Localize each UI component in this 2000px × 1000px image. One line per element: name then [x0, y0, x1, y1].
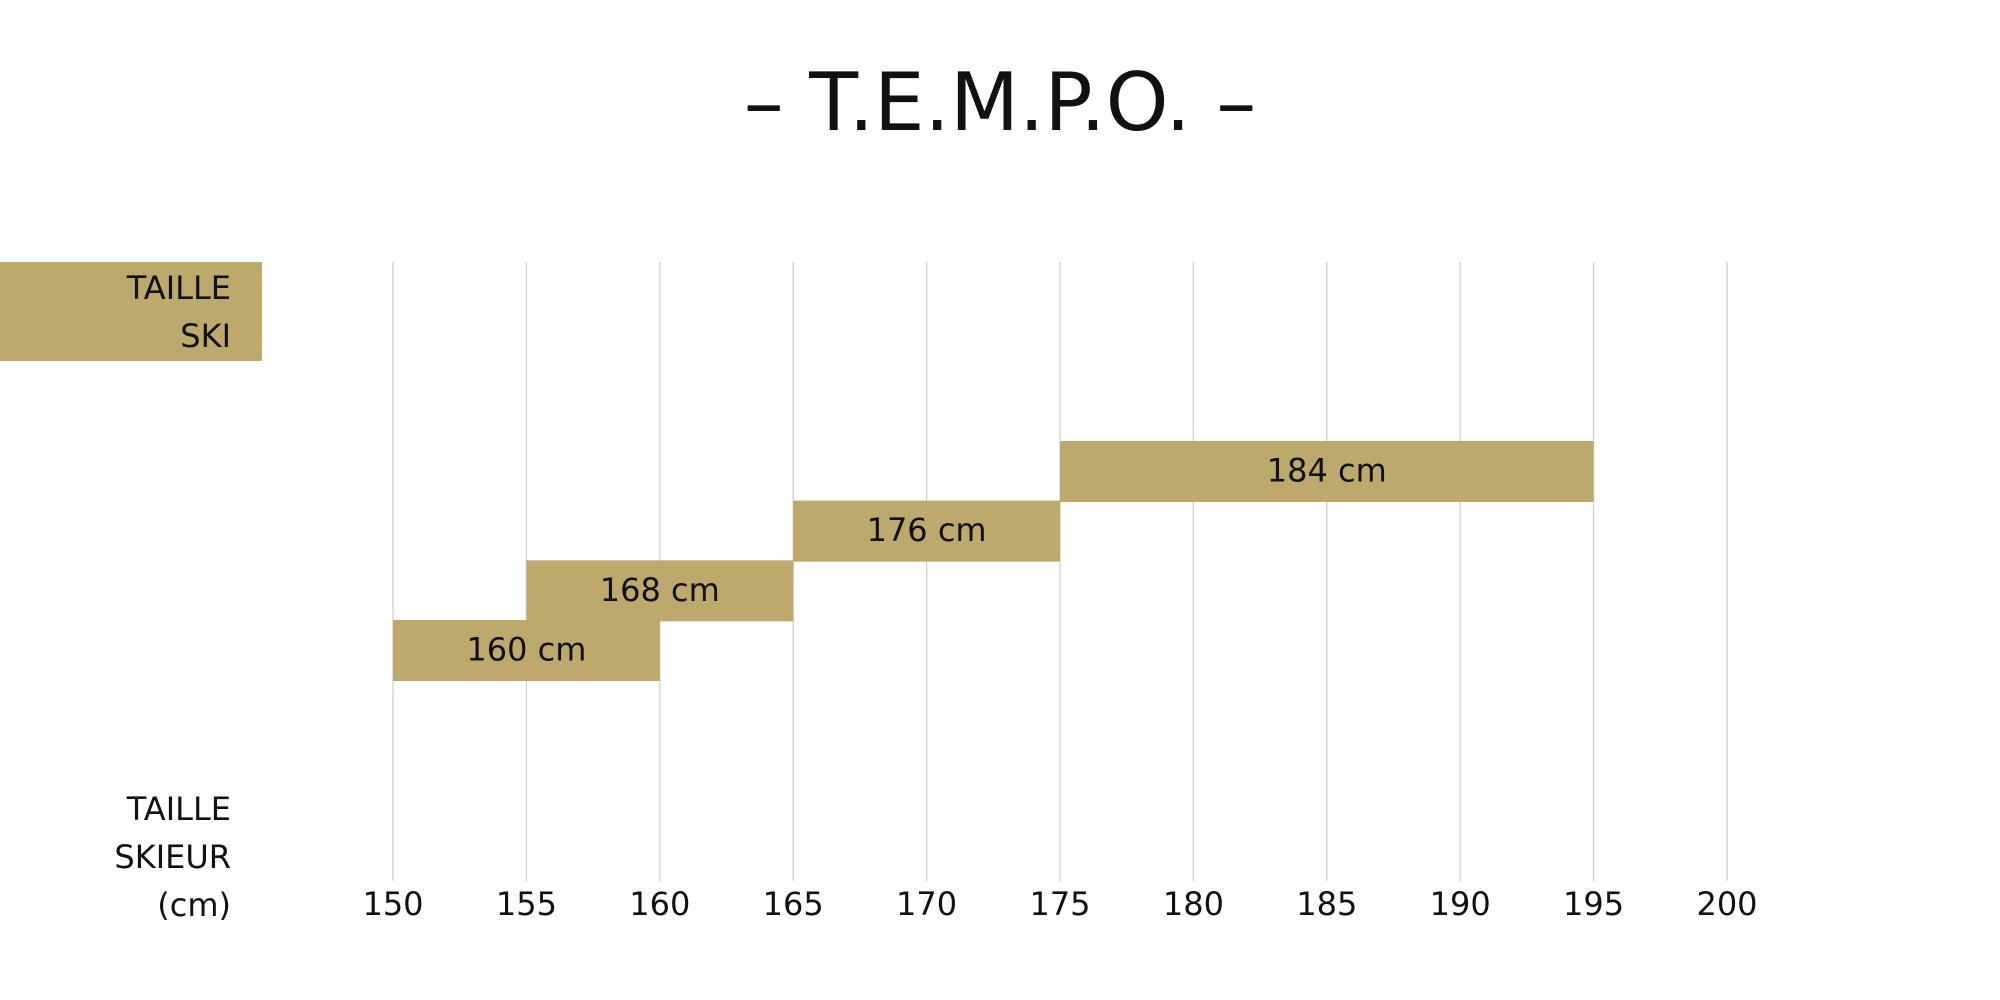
y-label-box [0, 262, 262, 361]
x-tick-label: 155 [496, 885, 557, 923]
bar-label: 176 cm [867, 511, 987, 549]
bar-label: 160 cm [466, 631, 586, 669]
bar-label: 184 cm [1267, 452, 1387, 490]
bar [526, 560, 794, 622]
chart-title: – T.E.M.P.O. – [744, 56, 1256, 149]
bar-label: 168 cm [600, 571, 720, 609]
x-tick-label: 150 [362, 885, 423, 923]
x-tick-label: 180 [1163, 885, 1224, 923]
x-tick-label: 200 [1696, 885, 1757, 923]
bar [1060, 441, 1594, 502]
bar [793, 500, 1060, 562]
x-tick-label: 170 [896, 885, 957, 923]
x-tick-label: 165 [763, 885, 824, 923]
bar [393, 620, 660, 681]
y-axis-label: TAILLE SKI [126, 269, 231, 355]
x-tick-label: 175 [1029, 885, 1090, 923]
x-tick-label: 190 [1430, 885, 1491, 923]
x-tick-label: 160 [629, 885, 690, 923]
x-axis-label: TAILLE SKIEUR (cm) [114, 790, 231, 924]
x-tick-label: 195 [1563, 885, 1624, 923]
x-tick-label: 185 [1296, 885, 1357, 923]
